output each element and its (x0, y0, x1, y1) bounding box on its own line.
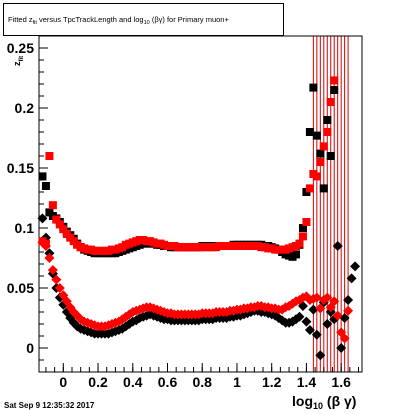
black-diamond-marker (343, 295, 354, 305)
black-square-marker (312, 131, 321, 140)
red-square-marker (295, 239, 304, 248)
red-diamond-marker (40, 241, 51, 251)
red-square-marker (323, 128, 332, 136)
y-axis-label-sub: fit (18, 55, 25, 62)
black-diamond-marker (308, 304, 319, 315)
black-diamond-marker (346, 273, 357, 284)
title-sub-fit: fit (32, 20, 37, 26)
x-tick-label: 1.6 (331, 374, 351, 390)
red-square-marker (298, 232, 307, 241)
black-square-marker (41, 182, 50, 190)
red-square-marker (312, 172, 321, 181)
black-diamond-marker (294, 311, 305, 322)
black-square-marker (330, 86, 339, 94)
y-tick-label: 0.15 (7, 160, 34, 176)
title-prefix: Fitted z (8, 15, 33, 24)
x-tick-label: 1 (233, 374, 241, 390)
red-diamond-marker (44, 253, 55, 263)
black-diamond-marker (301, 316, 312, 327)
black-diamond-marker (315, 350, 326, 361)
x-tick-label: 0 (59, 374, 67, 390)
red-square-marker (305, 184, 314, 193)
title-suffix: (βγ) for Primary muon+ (149, 15, 229, 24)
black-diamond-marker (350, 261, 361, 272)
red-square-marker (59, 225, 68, 234)
red-square-marker (302, 218, 311, 226)
title-mid: versus TpcTrackLength and log (36, 15, 144, 24)
black-square-marker (305, 128, 314, 136)
black-square-marker (38, 172, 47, 181)
data-points (37, 76, 361, 361)
red-square-marker (326, 98, 335, 106)
x-tick-label: 1.4 (297, 374, 317, 390)
red-square-marker (48, 201, 57, 210)
black-square-marker (298, 224, 307, 232)
red-square-marker (330, 76, 339, 85)
red-diamond-marker (343, 305, 354, 316)
red-diamond-marker (315, 303, 326, 314)
red-diamond-marker (329, 296, 340, 307)
y-tick-label: 0 (26, 340, 34, 356)
x-axis-label: log10 (β γ) (292, 393, 356, 411)
black-diamond-marker (332, 241, 343, 251)
y-tick-label: 0.1 (15, 220, 35, 236)
y-axis-label: zfit (12, 56, 25, 66)
x-axis-label-main: log (292, 393, 313, 409)
black-diamond-marker (336, 343, 347, 353)
red-square-marker (55, 220, 64, 229)
red-square-marker (319, 142, 328, 151)
black-square-marker (326, 152, 335, 160)
red-diamond-marker (51, 274, 62, 285)
black-diamond-marker (37, 213, 48, 224)
x-axis-label-rest: (β γ) (323, 393, 357, 409)
red-diamond-marker (47, 265, 58, 275)
black-square-marker (323, 116, 332, 124)
x-axis-label-sub: 10 (313, 401, 324, 411)
black-diamond-marker (304, 325, 315, 335)
timestamp-footer: Sat Sep 9 12:35:32 2017 (4, 401, 95, 410)
y-tick-label: 0.25 (7, 40, 34, 56)
tick-labels: 0 0.2 0.4 0.6 0.8 1 1.2 1.4 1.6 0 0.05 0.1 0.15 0.2 0.… (7, 40, 351, 390)
red-diamond-marker (332, 310, 343, 321)
red-diamond-marker (339, 333, 350, 344)
red-diamond-marker (54, 283, 65, 293)
title-sub-10: 10 (143, 20, 150, 26)
y-tick-label: 0.2 (15, 100, 35, 116)
black-diamond-marker (311, 329, 322, 340)
black-square-marker (292, 250, 301, 259)
red-square-marker (45, 152, 54, 160)
y-axis-label-main: z (12, 61, 22, 67)
x-tick-label: 0.4 (123, 374, 143, 390)
red-square-marker (52, 215, 61, 224)
black-square-marker (319, 184, 328, 193)
axis-ticks (39, 47, 360, 373)
black-diamond-marker (322, 319, 333, 329)
black-square-marker (316, 149, 325, 158)
x-tick-label: 0.2 (88, 374, 108, 390)
black-square-marker (309, 83, 318, 92)
red-diamond-marker (322, 292, 333, 303)
red-square-marker (316, 158, 325, 166)
x-tick-label: 0.6 (158, 374, 178, 390)
chart-title: Fitted zfit versus TpcTrackLength and lo… (3, 3, 284, 36)
y-tick-label: 0.05 (7, 280, 34, 296)
x-tick-label: 1.2 (262, 374, 282, 390)
x-tick-label: 0.8 (193, 374, 213, 390)
